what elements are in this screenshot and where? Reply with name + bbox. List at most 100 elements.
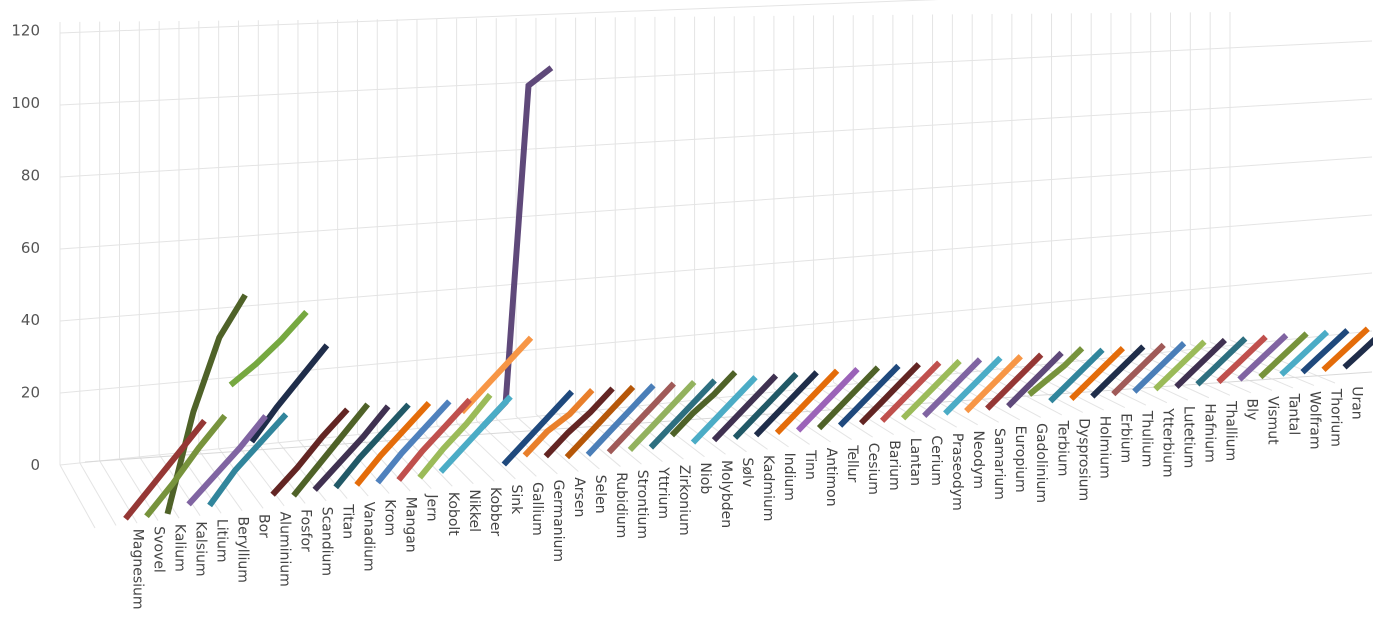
x-tick-label: Kobber	[487, 487, 503, 536]
gridline-floor	[357, 432, 411, 492]
x-tick-label: Antimon	[823, 448, 839, 507]
series-line-sølv	[732, 371, 799, 440]
gridline-floor	[79, 462, 117, 526]
gridline-floor	[317, 437, 369, 497]
gridline-floor	[1110, 352, 1210, 399]
series-line-cesium	[858, 362, 921, 426]
series-line-selen	[585, 383, 656, 457]
series-line-germanium	[543, 386, 615, 459]
x-tick-label: Niob	[697, 462, 713, 494]
series-line-yttrium	[648, 378, 717, 450]
series-line-kadmium	[753, 370, 819, 438]
gridline-floor	[138, 456, 180, 519]
x-tick-label: Aluminium	[277, 512, 293, 587]
series-line-titan	[333, 402, 411, 490]
series-line-bly	[1237, 333, 1289, 382]
y-tick-label: 40	[21, 311, 40, 329]
gridline-floor	[456, 422, 516, 480]
x-tick-label: Lutetium	[1180, 406, 1196, 468]
x-tick-label: Praseodym	[949, 433, 965, 511]
series-line-tinn	[795, 367, 860, 433]
series-line-svovel	[144, 413, 228, 519]
y-tick-label: 120	[11, 22, 40, 40]
gridline-floor	[912, 373, 999, 423]
x-tick-label: Krom	[382, 499, 398, 536]
series-line-strontium	[627, 379, 697, 452]
series-line-zirkonium	[669, 370, 738, 438]
series-line-thorium	[1321, 326, 1370, 373]
series-line-sink	[501, 389, 574, 467]
gridline-floor	[396, 428, 453, 487]
x-tick-label: Samarium	[991, 428, 1007, 500]
series-line-terbium	[1048, 347, 1105, 404]
x-tick-label: Holmium	[1096, 416, 1112, 479]
x-tick-label: Scandium	[319, 507, 335, 576]
gridline-floor	[1190, 343, 1294, 389]
x-tick-label: Strontium	[634, 470, 650, 539]
x-tick-label: Thorium	[1328, 388, 1344, 447]
series-ribbons	[123, 65, 1373, 521]
x-tick-label: Gallium	[529, 482, 545, 536]
x-tick-label: Cesium	[865, 443, 881, 495]
gridline-floor	[337, 435, 390, 494]
x-tick-label: Beryllium	[235, 517, 251, 583]
series-line-barium	[879, 360, 942, 423]
gridline-floor	[277, 441, 327, 502]
x-tick-label: Zirkonium	[676, 465, 692, 536]
y-tick-label: 100	[11, 94, 40, 112]
series-line-niob	[690, 375, 758, 445]
series-line-praseodym	[943, 355, 1003, 416]
gridline-floor	[555, 411, 621, 467]
series-line-ytterbium	[1153, 339, 1207, 392]
series-line-lantan	[900, 358, 962, 421]
y-tick-label: 80	[21, 166, 40, 184]
x-tick-label: Barium	[886, 440, 902, 490]
series-line-holmium	[1090, 344, 1146, 399]
gridline-floor	[297, 439, 348, 499]
series-line-lutetium	[1174, 337, 1227, 389]
gridline-floor	[218, 447, 264, 509]
gridline-floor	[1209, 341, 1315, 386]
x-tick-label: Fosfor	[298, 509, 314, 552]
series-line-uran	[1342, 336, 1373, 370]
gridline-horizontal	[59, 214, 1373, 322]
x-tick-label: Dysprosium	[1075, 418, 1091, 501]
x-tick-label: Thulium	[1138, 410, 1154, 468]
y-tick-label: 20	[21, 384, 40, 402]
gridline-floor	[515, 415, 579, 472]
series-line-hafnium	[1195, 336, 1248, 387]
series-line-kobolt	[438, 394, 513, 474]
x-tick-label: Vanadium	[361, 502, 377, 572]
x-tick-label: Selen	[592, 475, 608, 514]
series-line-bor	[249, 343, 330, 444]
series-line-europium	[1006, 350, 1064, 409]
gridline-horizontal	[59, 98, 1373, 178]
x-tick-label: Sink	[508, 485, 524, 516]
series-line-rubidium	[606, 381, 676, 455]
gridline-floor	[495, 418, 558, 475]
series-line-mangan	[396, 397, 472, 482]
x-tick-label: Kadmium	[760, 455, 776, 521]
x-tick-label: Rubidium	[613, 472, 629, 538]
series-line-thallium	[1216, 334, 1268, 385]
series-line-antimon	[816, 365, 881, 431]
y-tick-label: 0	[30, 456, 40, 474]
gridline-floor	[59, 464, 96, 529]
series-line-wolfram	[1300, 328, 1350, 375]
series-line-samarium	[985, 352, 1044, 411]
series-line-tellur	[837, 363, 901, 428]
series-line-jern	[417, 392, 493, 480]
x-tick-label: Lantan	[907, 438, 923, 486]
gridline-horizontal	[59, 40, 1373, 106]
gridline-floor	[932, 371, 1020, 421]
x-tick-label: Erbium	[1117, 413, 1133, 463]
x-axis-labels: Magnesium Svovel Kalium Kalsium Litium Beryll…	[130, 386, 1365, 609]
y-axis-ticks: 0 20 40 60 80 100 120	[11, 22, 40, 474]
series-line-litium	[207, 412, 289, 508]
gridline-horizontal	[59, 0, 940, 34]
x-tick-label: Magnesium	[130, 529, 146, 610]
x-tick-label: Jern	[424, 493, 440, 521]
series-line-kalium	[164, 293, 248, 515]
x-tick-label: Mangan	[403, 497, 419, 553]
